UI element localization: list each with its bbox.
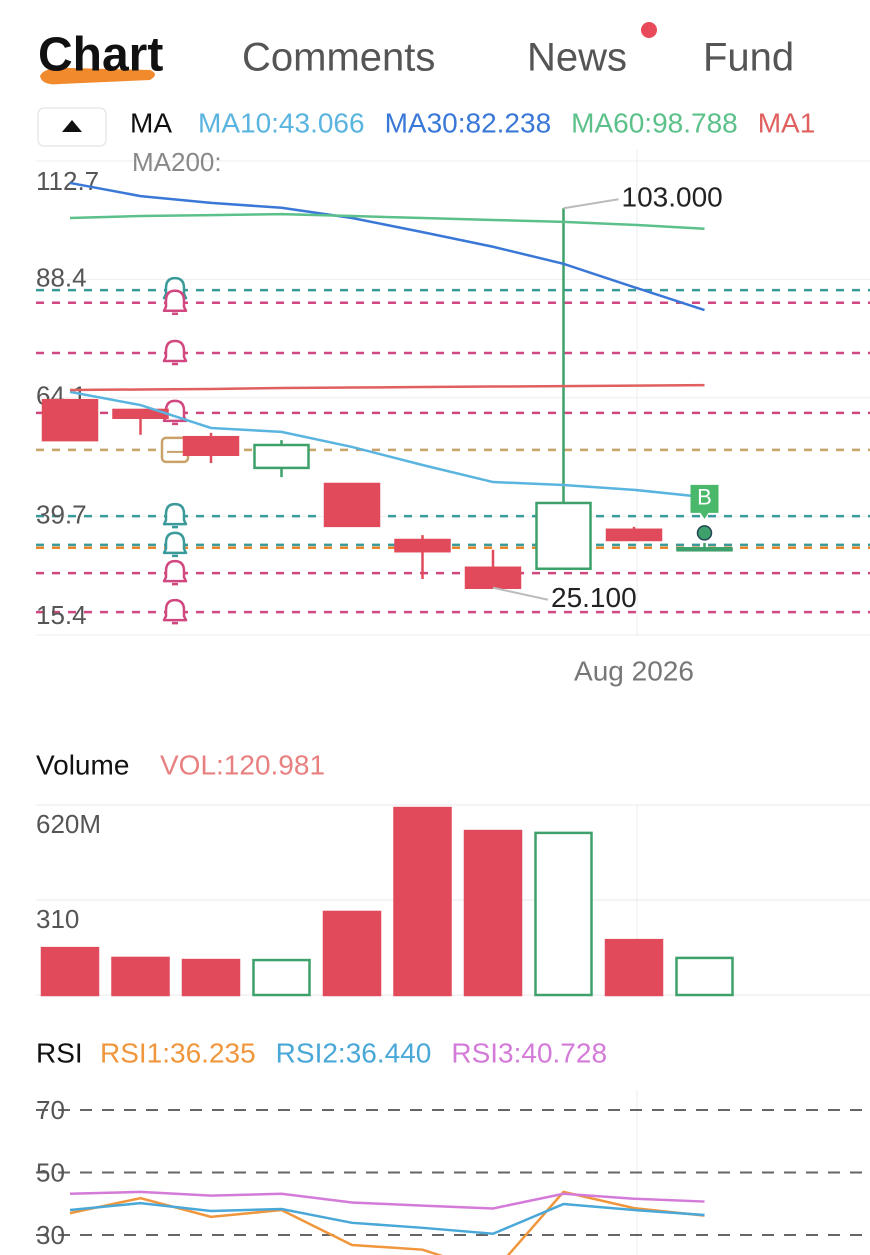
annotation-label: 103.000 bbox=[622, 182, 723, 213]
volume-bar bbox=[322, 910, 382, 997]
alert-icon bbox=[162, 598, 188, 625]
signal-dot bbox=[696, 525, 713, 541]
legend-item: MA60:98.788 bbox=[571, 107, 738, 138]
tab[interactable]: Fund bbox=[703, 36, 794, 80]
candle-body bbox=[41, 398, 99, 442]
candle-body bbox=[605, 528, 663, 542]
signal-label: B bbox=[697, 485, 712, 510]
legend-item: RSI2:36.440 bbox=[276, 1037, 432, 1068]
candle-body bbox=[182, 435, 240, 457]
legend-extra: MA200: bbox=[132, 147, 222, 177]
y-tick-label: 15.4 bbox=[36, 600, 87, 630]
volume-bar bbox=[40, 946, 100, 997]
volume-bar bbox=[181, 958, 241, 997]
candle-body bbox=[535, 501, 592, 570]
volume-bar bbox=[463, 829, 523, 997]
volume-bar bbox=[675, 956, 734, 997]
alert-icon bbox=[162, 339, 188, 366]
ma-line bbox=[69, 181, 705, 312]
rsi-line bbox=[69, 1190, 705, 1255]
annotation-leader bbox=[563, 198, 619, 210]
y-tick-label: 620M bbox=[36, 809, 101, 839]
bell bbox=[162, 559, 188, 586]
tab[interactable]: News bbox=[527, 36, 627, 80]
legend-item: MA1 bbox=[758, 107, 816, 138]
legend-item: RSI3:40.728 bbox=[451, 1037, 607, 1068]
y-tick-label: 310 bbox=[36, 904, 79, 934]
rsi-lines bbox=[69, 1190, 705, 1255]
x-tick-label: Aug 2026 bbox=[574, 655, 694, 686]
volume-bar bbox=[604, 938, 664, 997]
y-tick-label: 30 bbox=[36, 1220, 65, 1250]
bell bbox=[162, 531, 188, 558]
tab-underline bbox=[40, 67, 155, 85]
y-tick-label: 50 bbox=[36, 1157, 65, 1187]
rsi-line bbox=[69, 1201, 705, 1236]
annotation-leader bbox=[492, 586, 549, 601]
ma-line bbox=[69, 383, 705, 392]
volume-bar bbox=[393, 806, 452, 997]
alert-icon bbox=[162, 531, 188, 558]
badge-dot bbox=[641, 22, 657, 38]
alert-icon bbox=[162, 502, 188, 529]
candle-body bbox=[253, 443, 310, 470]
volume-bar bbox=[252, 958, 311, 997]
header-bg bbox=[0, 0, 870, 112]
bell bbox=[162, 598, 188, 625]
chart-title: RSI bbox=[36, 1037, 83, 1068]
y-tick-label: 39.7 bbox=[36, 499, 87, 529]
legend-item: MA10:43.066 bbox=[198, 107, 365, 138]
ma-line bbox=[69, 212, 705, 230]
y-tick-label: 112.7 bbox=[36, 166, 99, 196]
candle-body bbox=[676, 547, 733, 552]
tab[interactable]: Comments bbox=[242, 36, 435, 80]
annotation-label: 25.100 bbox=[551, 582, 637, 613]
alert-icon bbox=[162, 289, 188, 316]
chart-subtitle: VOL:120.981 bbox=[160, 749, 325, 780]
alert-icon bbox=[162, 559, 188, 586]
bell bbox=[162, 289, 188, 316]
chart-title: Volume bbox=[36, 749, 129, 780]
legend-title: MA bbox=[130, 107, 172, 138]
volume-bar bbox=[111, 956, 170, 997]
rsi-line bbox=[69, 1190, 705, 1210]
y-tick-label: 70 bbox=[36, 1095, 65, 1125]
ma-line bbox=[69, 390, 705, 499]
volume-bar bbox=[534, 831, 593, 997]
bell bbox=[162, 502, 188, 529]
legend-item: RSI1:36.235 bbox=[100, 1037, 256, 1068]
candle-body bbox=[464, 566, 522, 589]
bell bbox=[162, 339, 188, 366]
signal-badge bbox=[690, 484, 719, 519]
candle-body bbox=[323, 482, 381, 528]
candle-body bbox=[394, 538, 451, 553]
ma-lines bbox=[69, 181, 705, 499]
tab[interactable]: Chart bbox=[38, 29, 163, 82]
legend-item: MA30:82.238 bbox=[385, 107, 552, 138]
collapse-icon bbox=[62, 120, 82, 132]
y-tick-label: 88.4 bbox=[36, 262, 87, 292]
